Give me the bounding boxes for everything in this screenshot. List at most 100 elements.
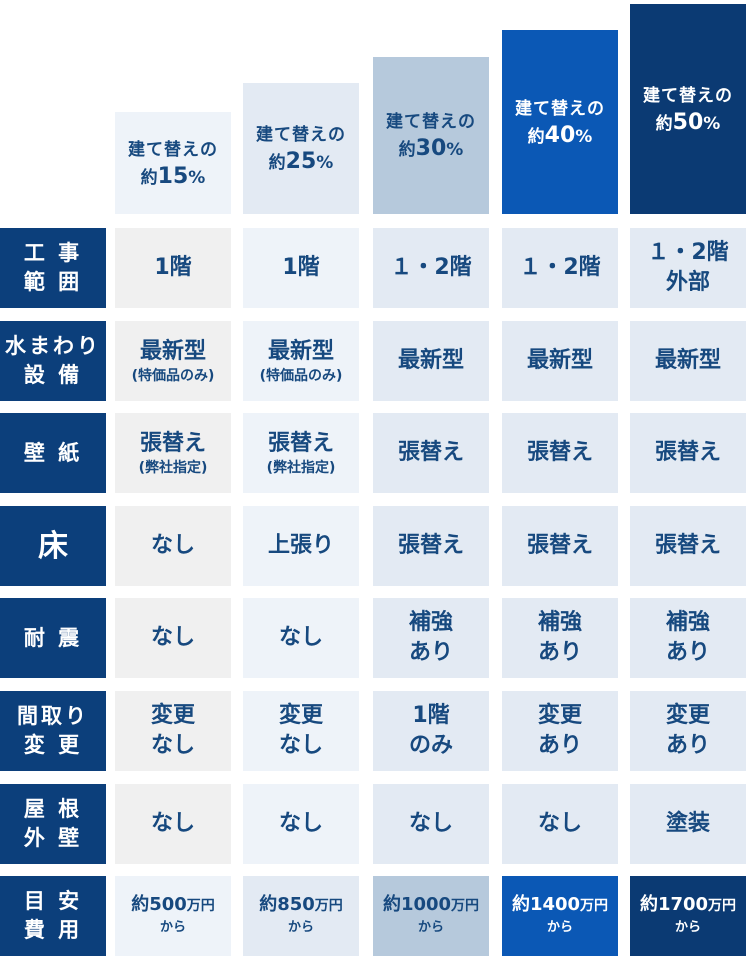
plan-header-2: 建て替えの 約25%	[243, 83, 359, 214]
row-label-line: 目 安	[23, 889, 83, 913]
header-unit: %	[703, 113, 721, 134]
cell-text: 1階	[412, 703, 450, 728]
price-from: から	[287, 919, 314, 935]
cell-text: １・2階	[390, 255, 472, 280]
header-caption: 建て替えの	[515, 98, 605, 119]
table-cell: 約1400万円から	[502, 876, 618, 956]
cell-text: 最新型	[397, 348, 464, 373]
cell-text: 張替え	[139, 431, 206, 456]
row-label-line: 設 備	[23, 363, 83, 387]
cell-text: 張替え	[654, 533, 721, 558]
table-cell: なし	[115, 784, 231, 864]
table-cell: 変更 なし	[243, 691, 359, 771]
row-label-4: 床	[0, 506, 106, 586]
table-cell: 上張り	[243, 506, 359, 586]
table-cell: 約1000万円 から	[373, 876, 489, 956]
header-ratio: 約30%	[399, 134, 464, 165]
price-prefix: 約	[511, 893, 530, 915]
table-cell: 変更 なし	[115, 691, 231, 771]
header-percent: 25	[285, 149, 317, 174]
header-unit: %	[446, 140, 464, 160]
price-number: 850	[277, 893, 315, 915]
header-prefix: 約	[398, 140, 416, 160]
table-cell: １・2階 外部	[630, 228, 746, 308]
row-label-8: 目 安費 用	[0, 876, 106, 956]
price-prefix: 約	[639, 893, 658, 915]
cell-text: 最新型	[526, 348, 593, 373]
cell-text: 張替え	[526, 440, 593, 465]
row-label-2: 水まわり設 備	[0, 321, 106, 401]
row-label-line: 屋 根	[23, 797, 83, 821]
price-unit: 万円	[708, 897, 737, 914]
plan-header-3: 建て替えの 約30%	[373, 57, 489, 214]
table-cell: なし	[243, 784, 359, 864]
row-label-5: 耐 震	[0, 598, 106, 678]
cell-text: 補強	[408, 610, 453, 635]
row-label-line: 水まわり	[5, 334, 101, 358]
cell-text: あり	[537, 733, 582, 758]
cell-text: なし	[150, 811, 195, 836]
cell-text: なし	[537, 811, 582, 836]
cell-text: 変更	[278, 703, 323, 728]
row-label-line: 範 囲	[23, 270, 83, 294]
header-prefix: 約	[527, 126, 545, 147]
price-number: 1700	[657, 893, 709, 915]
price-value: 約850万円	[259, 894, 343, 917]
cell-text: なし	[150, 733, 195, 758]
row-label-line: 壁 紙	[23, 440, 83, 465]
table-cell: 変更 あり	[502, 691, 618, 771]
price-value: 約500万円	[131, 894, 215, 917]
header-prefix: 約	[655, 113, 673, 134]
row-label-line: 間取り	[17, 704, 89, 728]
price-from: から	[159, 919, 186, 935]
cell-text: 変更	[150, 703, 195, 728]
table-cell: なし	[502, 784, 618, 864]
cell-text: 張替え	[397, 533, 464, 558]
price-unit: 万円	[314, 897, 343, 914]
cell-text: 補強	[537, 610, 582, 635]
table-cell: 張替え (弊社指定)	[243, 413, 359, 493]
cell-text: 最新型	[139, 339, 206, 364]
header-prefix: 約	[140, 167, 158, 188]
table-cell: 最新型 (特価品のみ)	[243, 321, 359, 401]
cell-text: あり	[537, 640, 582, 665]
cell-text: 張替え	[267, 431, 334, 456]
table-cell: 張替え (弊社指定)	[115, 413, 231, 493]
price-from: から	[546, 919, 573, 935]
price-prefix: 約	[259, 893, 278, 915]
table-cell: 張替え	[630, 413, 746, 493]
table-cell: 最新型	[373, 321, 489, 401]
plan-header-1: 建て替えの 約15%	[115, 112, 231, 214]
price-prefix: 約	[382, 893, 401, 915]
row-label-3: 壁 紙	[0, 413, 106, 493]
table-cell: １・2階	[502, 228, 618, 308]
table-cell: なし	[115, 506, 231, 586]
price-unit: 万円	[186, 897, 215, 914]
table-cell: 補強 あり	[630, 598, 746, 678]
cell-text: 変更	[537, 703, 582, 728]
price-value: 約1400万円	[512, 894, 608, 917]
row-label-1: 工 事範 囲	[0, 228, 106, 308]
table-cell: なし	[373, 784, 489, 864]
table-cell: 最新型	[630, 321, 746, 401]
header-ratio: 約40%	[528, 121, 593, 152]
header-caption: 建て替えの	[643, 85, 733, 106]
table-cell: 張替え	[373, 413, 489, 493]
header-unit: %	[575, 126, 593, 147]
header-ratio: 約15%	[141, 162, 206, 193]
table-cell: なし	[243, 598, 359, 678]
cell-text: 1階	[282, 255, 320, 280]
cell-text: 塗装	[665, 811, 710, 836]
table-cell: 張替え	[373, 506, 489, 586]
cell-note: (弊社指定)	[138, 460, 208, 476]
header-unit: %	[316, 153, 334, 173]
cell-text: １・2階	[647, 240, 729, 265]
header-percent: 15	[157, 163, 189, 189]
table-cell: １・2階	[373, 228, 489, 308]
price-number: 1000	[400, 893, 452, 915]
header-caption: 建て替えの	[128, 139, 218, 160]
row-label-7: 屋 根外 壁	[0, 784, 106, 864]
cell-note: (特価品のみ)	[131, 368, 215, 384]
header-caption: 建て替えの	[256, 125, 346, 145]
row-label-line: 耐 震	[23, 625, 83, 650]
